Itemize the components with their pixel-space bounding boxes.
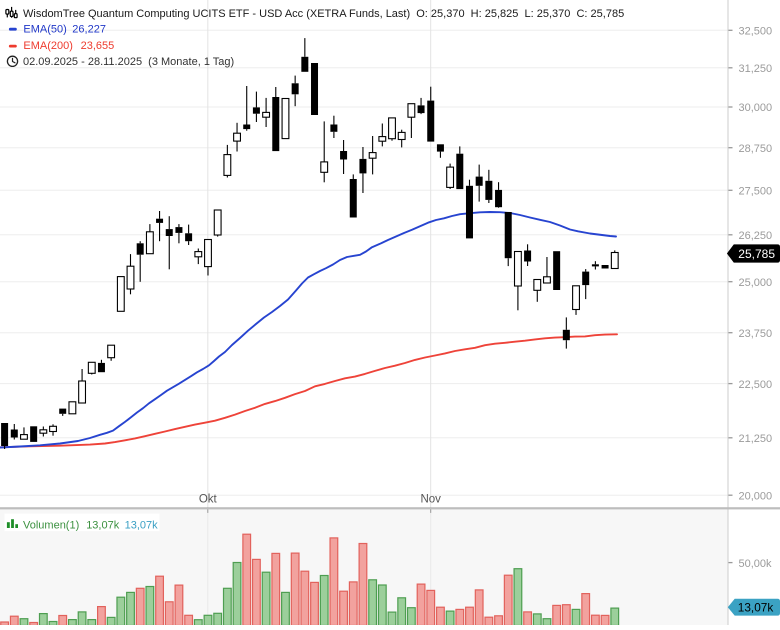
svg-text:31,250: 31,250 bbox=[739, 63, 773, 75]
svg-text:EMA(200): EMA(200) bbox=[23, 40, 73, 52]
svg-text:WisdomTree Quantum Computing U: WisdomTree Quantum Computing UCITS ETF -… bbox=[23, 8, 624, 20]
svg-text:30,000: 30,000 bbox=[739, 102, 773, 114]
svg-text:21,250: 21,250 bbox=[739, 433, 773, 445]
svg-text:50,00k: 50,00k bbox=[739, 558, 773, 570]
svg-text:32,500: 32,500 bbox=[739, 26, 773, 38]
svg-text:26,250: 26,250 bbox=[739, 230, 773, 242]
svg-text:23,655: 23,655 bbox=[81, 40, 115, 52]
svg-text:Nov: Nov bbox=[420, 493, 441, 505]
svg-text:28,750: 28,750 bbox=[739, 143, 773, 155]
svg-text:22,500: 22,500 bbox=[739, 379, 773, 391]
svg-text:EMA(50): EMA(50) bbox=[23, 23, 66, 35]
svg-text:13,07k: 13,07k bbox=[125, 519, 159, 531]
svg-text:20,000: 20,000 bbox=[739, 490, 773, 502]
svg-text:02.09.2025 - 28.11.2025 (3 Mo: 02.09.2025 - 28.11.2025 (3 Monate, 1 Tag… bbox=[23, 56, 234, 68]
svg-text:25,785: 25,785 bbox=[738, 247, 775, 261]
svg-text:13,07k: 13,07k bbox=[86, 519, 120, 531]
svg-text:26,227: 26,227 bbox=[72, 23, 106, 35]
svg-text:Volumen(1): Volumen(1) bbox=[23, 519, 79, 531]
svg-text:27,500: 27,500 bbox=[739, 186, 773, 198]
svg-text:13,07k: 13,07k bbox=[738, 601, 774, 615]
svg-text:23,750: 23,750 bbox=[739, 328, 773, 340]
svg-text:25,000: 25,000 bbox=[739, 277, 773, 289]
svg-text:Okt: Okt bbox=[199, 493, 218, 505]
